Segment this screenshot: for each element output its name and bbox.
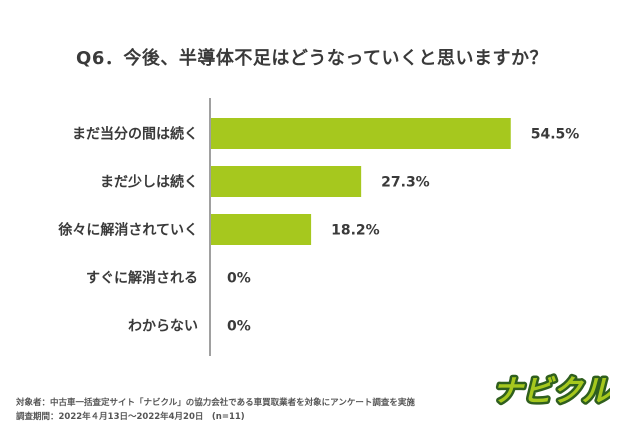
value-label: 54.5% <box>531 127 580 143</box>
chart-title: Q6．今後、半導体不足はどうなっていくと思いますか？ <box>76 48 548 69</box>
category-label: 徐々に解消されていく <box>57 222 198 239</box>
footer-note: 対象者：中古車一括査定サイト「ナビクル」の協力会社である車買取業者を対象にアンケ… <box>16 396 415 424</box>
category-label: まだ少しは続く <box>100 174 198 191</box>
survey-period-text: 調査期間：2022年４月13日〜2022年4月20日 (n=11) <box>16 412 245 422</box>
bar <box>211 118 511 149</box>
value-label: 27.3% <box>381 175 430 191</box>
navikuru-logo: ナビクル <box>494 372 610 412</box>
navikuru-logo-text: ナビクル <box>494 374 610 409</box>
category-label: すぐに解消される <box>86 270 198 287</box>
bar <box>211 166 362 197</box>
value-label: 18.2% <box>331 223 380 239</box>
category-label: わからない <box>128 319 198 335</box>
value-label: 0% <box>227 271 251 287</box>
category-label: まだ当分の間は続く <box>72 126 198 143</box>
survey-target-text: 対象者：中古車一括査定サイト「ナビクル」の協力会社である車買取業者を対象にアンケ… <box>16 398 415 408</box>
bar <box>211 214 312 245</box>
value-label: 0% <box>227 319 251 335</box>
